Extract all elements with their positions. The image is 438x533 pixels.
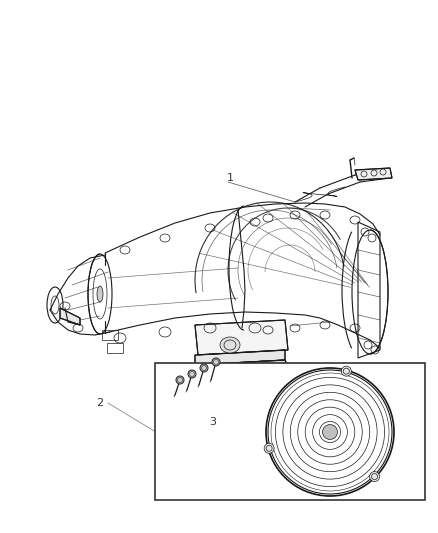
Ellipse shape xyxy=(264,443,274,453)
Ellipse shape xyxy=(176,376,184,384)
Ellipse shape xyxy=(322,425,337,439)
Polygon shape xyxy=(60,308,80,325)
Ellipse shape xyxy=(97,286,103,302)
Bar xyxy=(155,363,425,500)
Polygon shape xyxy=(195,350,285,365)
Text: 3: 3 xyxy=(209,417,216,427)
Ellipse shape xyxy=(266,368,394,496)
Ellipse shape xyxy=(220,337,240,353)
Ellipse shape xyxy=(341,366,351,376)
Ellipse shape xyxy=(212,358,220,366)
Ellipse shape xyxy=(200,364,208,372)
Ellipse shape xyxy=(370,472,380,481)
Text: 1: 1 xyxy=(226,173,233,183)
Polygon shape xyxy=(355,168,392,180)
Polygon shape xyxy=(195,320,288,355)
Text: 2: 2 xyxy=(96,398,103,408)
Polygon shape xyxy=(195,360,290,375)
Ellipse shape xyxy=(188,370,196,378)
